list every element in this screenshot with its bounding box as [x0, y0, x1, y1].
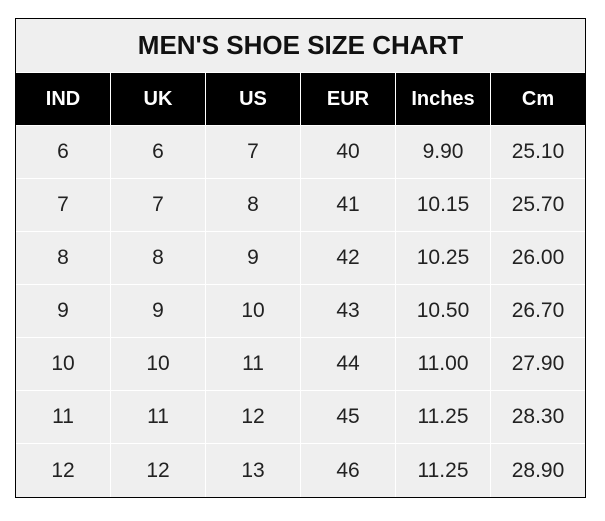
table-cell: 9 — [111, 285, 206, 338]
table-cell: 28.90 — [511, 458, 565, 482]
table-cell: 28.30 — [491, 391, 585, 444]
table-cell: 43 — [301, 285, 396, 338]
table-cell: 27.90 — [491, 338, 585, 391]
table-cell: 25.70 — [491, 179, 585, 232]
table-cell: 11 — [111, 391, 206, 444]
table-cell: 6 — [111, 126, 206, 179]
table-cell: 6 — [16, 126, 111, 179]
table-cell: 10 — [16, 338, 111, 391]
column-header: EUR — [301, 73, 396, 126]
column-header: IND — [16, 73, 111, 126]
table-cell: 8 — [111, 232, 206, 285]
table-cell: 11 — [206, 338, 301, 391]
table-row: 6 6 7 40 9.90 25.10 — [16, 126, 585, 179]
table-cell: 41 — [301, 179, 396, 232]
table-body: 6 6 7 40 9.90 25.10 7 7 8 41 10.15 25.70 8 8 9 42 10.25 2… — [16, 126, 585, 497]
table-row: 10 10 11 44 11.00 27.90 — [16, 338, 585, 391]
column-header: Inches — [396, 73, 491, 126]
table-row: 7 7 8 41 10.15 25.70 — [16, 179, 585, 232]
table-cell: 7 — [16, 179, 111, 232]
table-cell: 9 — [206, 232, 301, 285]
table-cell: 9 — [16, 285, 111, 338]
table-cell: 40 — [301, 126, 396, 179]
table-cell: 7 — [111, 179, 206, 232]
table-cell: 25.10 — [491, 126, 585, 179]
column-header: Cm — [491, 73, 585, 126]
table-cell: 13 — [206, 444, 301, 497]
table-cell: 11.25 — [396, 391, 491, 444]
table-cell: 8 — [16, 232, 111, 285]
column-header: US — [206, 73, 301, 126]
table-cell: 12 — [16, 444, 111, 497]
table-row: 8 8 9 42 10.25 26.00 — [16, 232, 585, 285]
table-cell: 7 — [206, 126, 301, 179]
table-row: 9 9 10 43 10.50 26.70 — [16, 285, 585, 338]
table-cell: 11 — [16, 391, 111, 444]
table-cell: 10 — [206, 285, 301, 338]
table-cell: 26.00 — [491, 232, 585, 285]
table-cell: 26.70 — [491, 285, 585, 338]
table-row: 12 12 13 46 11.25 28.90 — [16, 444, 585, 497]
table-cell: 42 — [301, 232, 396, 285]
column-header: UK — [111, 73, 206, 126]
table-cell: 9.90 — [396, 126, 491, 179]
header-row: IND UK US EUR Inches Cm — [16, 73, 585, 126]
table-cell: 11.25 — [396, 444, 491, 497]
table-cell: 46 — [301, 444, 396, 497]
table-row: 11 11 12 45 11.25 28.30 — [16, 391, 585, 444]
chart-title: MEN'S SHOE SIZE CHART — [16, 19, 585, 73]
table-cell: 12 — [111, 444, 206, 497]
table-cell: 8 — [206, 179, 301, 232]
table-cell: 10.50 — [396, 285, 491, 338]
table-cell: 11.00 — [396, 338, 491, 391]
size-chart-table: MEN'S SHOE SIZE CHART IND UK US EUR Inches Cm… — [15, 18, 586, 498]
table-cell: 10.15 — [396, 179, 491, 232]
table-cell: 12 — [206, 391, 301, 444]
table-cell: 10.25 — [396, 232, 491, 285]
table-cell: 44 — [301, 338, 396, 391]
table-cell: 10 — [111, 338, 206, 391]
table-cell: 45 — [301, 391, 396, 444]
